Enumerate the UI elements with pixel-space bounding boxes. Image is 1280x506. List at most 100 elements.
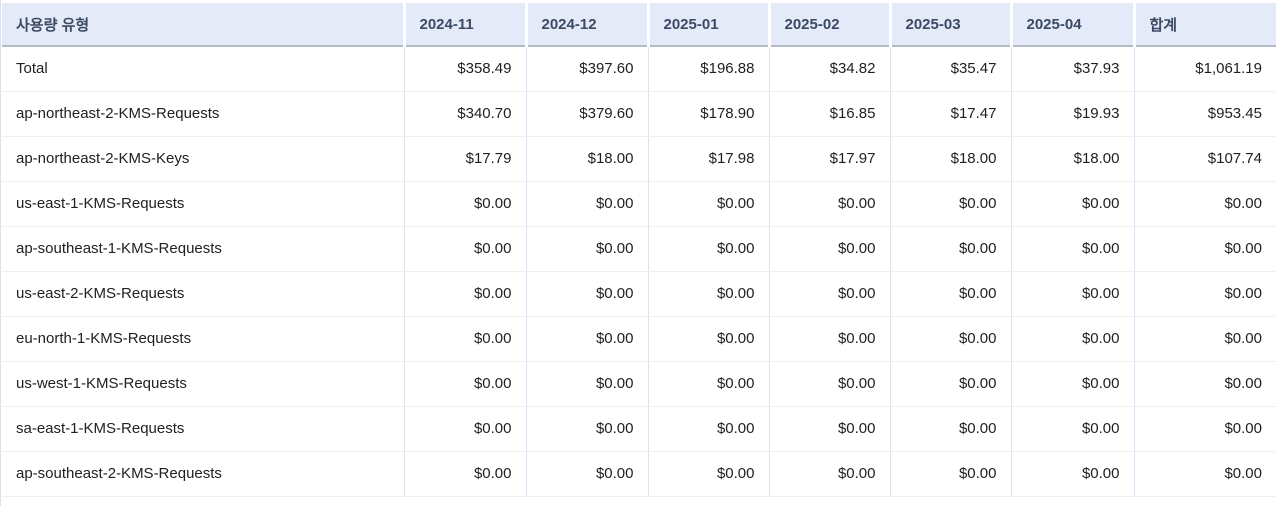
cost-value-cell: $340.70	[403, 91, 526, 137]
cost-value-cell: $0.00	[1133, 226, 1276, 272]
cost-value-cell: $0.00	[889, 316, 1011, 362]
usage-type-label: ap-northeast-2-KMS-Requests	[2, 91, 404, 137]
cost-value-cell: $0.00	[403, 316, 526, 362]
column-header: 2024-11	[402, 3, 526, 47]
cost-value-cell: $0.00	[403, 181, 526, 227]
usage-type-label: ap-southeast-2-KMS-Requests	[2, 451, 404, 497]
cost-value-cell: $0.00	[1010, 451, 1134, 497]
usage-type-label: us-east-2-KMS-Requests	[2, 271, 404, 317]
cost-value-cell: $0.00	[889, 406, 1011, 452]
cost-value-cell: $0.00	[1133, 181, 1276, 227]
cost-value-cell: $0.00	[1010, 271, 1134, 317]
cost-value-cell: $0.00	[403, 451, 526, 497]
usage-type-label: sa-east-1-KMS-Requests	[2, 406, 404, 452]
cost-value-cell: $0.00	[647, 406, 769, 452]
usage-type-label: eu-north-1-KMS-Requests	[2, 316, 404, 362]
cost-value-cell: $0.00	[1133, 316, 1276, 362]
column-header: 2025-03	[888, 3, 1011, 47]
table-row: ap-southeast-1-KMS-Requests $0.00 $0.00 $0.…	[2, 226, 1276, 272]
cost-value-cell: $0.00	[525, 271, 648, 317]
cost-value-cell: $35.47	[889, 46, 1011, 92]
cost-value-cell: $0.00	[647, 271, 769, 317]
cost-value-cell: $0.00	[889, 226, 1011, 272]
cost-value-cell: $37.93	[1010, 46, 1134, 92]
table-row: us-west-1-KMS-Requests $0.00 $0.00 $0.00 $0.…	[2, 361, 1276, 407]
usage-type-label: us-west-1-KMS-Requests	[2, 361, 404, 407]
usage-type-label: us-east-1-KMS-Requests	[2, 181, 404, 227]
cost-value-cell: $0.00	[525, 406, 648, 452]
cost-value-cell: $0.00	[525, 181, 648, 227]
cost-value-cell: $0.00	[889, 181, 1011, 227]
cost-value-cell: $1,061.19	[1133, 46, 1276, 92]
cost-value-cell: $0.00	[647, 451, 769, 497]
cost-value-cell: $18.00	[525, 136, 648, 182]
cost-value-cell: $0.00	[768, 406, 890, 452]
table-row: ap-northeast-2-KMS-Requests $340.70 $379.6…	[2, 91, 1276, 137]
table-row: sa-east-1-KMS-Requests $0.00 $0.00 $0.00 $0.…	[2, 406, 1276, 452]
usage-type-cost-table: 사용량 유형 2024-11 2024-12 2025-01 2025-02 2025-0…	[2, 3, 1276, 497]
cost-value-cell: $18.00	[889, 136, 1011, 182]
cost-value-cell: $397.60	[525, 46, 648, 92]
cost-value-cell: $17.98	[647, 136, 769, 182]
column-header: 2025-01	[646, 3, 769, 47]
cost-value-cell: $0.00	[525, 226, 648, 272]
cost-value-cell: $0.00	[1010, 181, 1134, 227]
table-row: us-east-2-KMS-Requests $0.00 $0.00 $0.00 $0.…	[2, 271, 1276, 317]
cost-value-cell: $0.00	[1010, 316, 1134, 362]
header-row: 사용량 유형 2024-11 2024-12 2025-01 2025-02 2025-0…	[2, 3, 1276, 47]
cost-value-cell: $17.97	[768, 136, 890, 182]
cost-value-cell: $0.00	[889, 361, 1011, 407]
cost-value-cell: $358.49	[403, 46, 526, 92]
cost-value-cell: $0.00	[768, 316, 890, 362]
cost-value-cell: $0.00	[525, 451, 648, 497]
cost-value-cell: $0.00	[403, 361, 526, 407]
usage-type-label: Total	[2, 46, 404, 92]
cost-value-cell: $379.60	[525, 91, 648, 137]
cost-value-cell: $0.00	[647, 181, 769, 227]
cost-value-cell: $0.00	[768, 271, 890, 317]
column-header-usage-type: 사용량 유형	[2, 3, 404, 47]
cost-value-cell: $0.00	[889, 451, 1011, 497]
cost-value-cell: $0.00	[768, 181, 890, 227]
cost-value-cell: $196.88	[647, 46, 769, 92]
column-header: 2025-02	[767, 3, 890, 47]
table-row: Total $358.49 $397.60 $196.88 $34.82 $35.47 $3…	[2, 46, 1276, 92]
cost-value-cell: $19.93	[1010, 91, 1134, 137]
cost-value-cell: $0.00	[647, 316, 769, 362]
cost-value-cell: $16.85	[768, 91, 890, 137]
cost-value-cell: $0.00	[1133, 271, 1276, 317]
table-row: ap-southeast-2-KMS-Requests $0.00 $0.00 $0.…	[2, 451, 1276, 497]
cost-value-cell: $0.00	[1010, 406, 1134, 452]
column-header: 합계	[1132, 3, 1276, 47]
cost-value-cell: $0.00	[889, 271, 1011, 317]
cost-value-cell: $17.47	[889, 91, 1011, 137]
cost-value-cell: $0.00	[525, 316, 648, 362]
table-row: us-east-1-KMS-Requests $0.00 $0.00 $0.00 $0.…	[2, 181, 1276, 227]
cost-value-cell: $17.79	[403, 136, 526, 182]
cost-value-cell: $178.90	[647, 91, 769, 137]
cost-value-cell: $0.00	[1133, 361, 1276, 407]
cost-value-cell: $0.00	[403, 226, 526, 272]
cost-value-cell: $0.00	[403, 406, 526, 452]
cost-value-cell: $0.00	[647, 361, 769, 407]
cost-value-cell: $0.00	[1133, 451, 1276, 497]
cost-value-cell: $0.00	[768, 361, 890, 407]
column-header: 2025-04	[1009, 3, 1134, 47]
usage-type-label: ap-southeast-1-KMS-Requests	[2, 226, 404, 272]
cost-value-cell: $0.00	[768, 226, 890, 272]
cost-value-cell: $953.45	[1133, 91, 1276, 137]
table-row: eu-north-1-KMS-Requests $0.00 $0.00 $0.00 $0…	[2, 316, 1276, 362]
cost-value-cell: $0.00	[525, 361, 648, 407]
usage-type-label: ap-northeast-2-KMS-Keys	[2, 136, 404, 182]
cost-value-cell: $0.00	[1010, 226, 1134, 272]
cost-value-cell: $0.00	[403, 271, 526, 317]
table-body: Total $358.49 $397.60 $196.88 $34.82 $35.47 $3…	[2, 46, 1276, 497]
cost-value-cell: $0.00	[647, 226, 769, 272]
cost-value-cell: $18.00	[1010, 136, 1134, 182]
cost-value-cell: $0.00	[1010, 361, 1134, 407]
cost-value-cell: $107.74	[1133, 136, 1276, 182]
table-row: ap-northeast-2-KMS-Keys $17.79 $18.00 $17.9…	[2, 136, 1276, 182]
cost-value-cell: $34.82	[768, 46, 890, 92]
column-header: 2024-12	[524, 3, 648, 47]
